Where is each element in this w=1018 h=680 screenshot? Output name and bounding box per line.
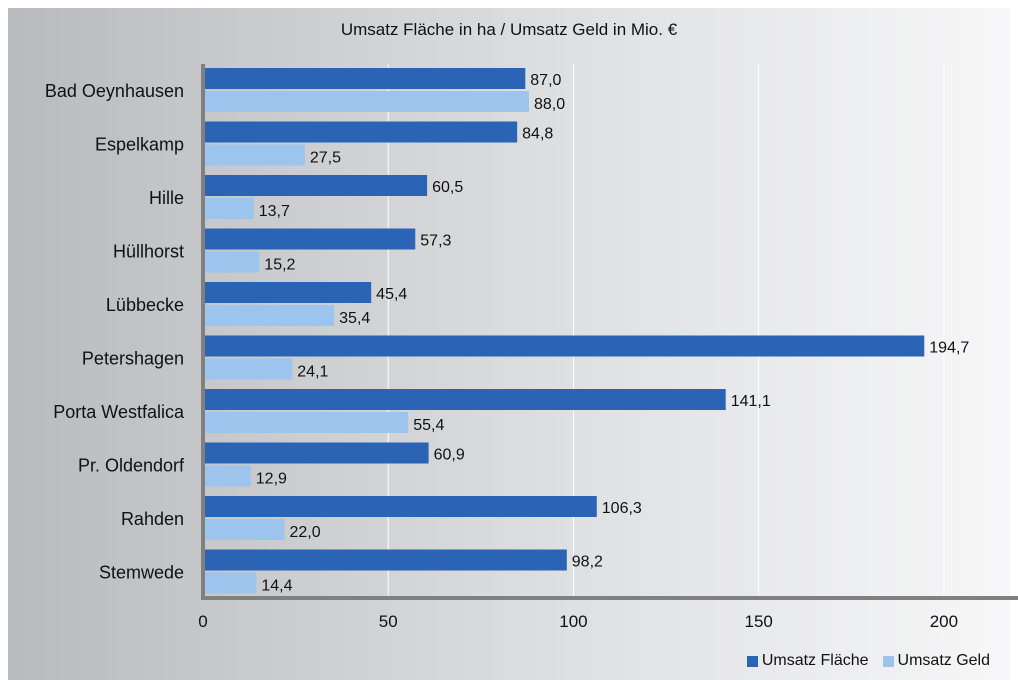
data-label-flaeche: 57,3 (420, 233, 451, 250)
legend-item-geld: Umsatz Geld (882, 652, 990, 670)
bar-umsatz-flaeche (203, 282, 372, 303)
data-label-geld: 12,9 (256, 471, 287, 488)
category-label: Bad Oeynhausen (45, 81, 184, 101)
category-label: Hille (149, 188, 184, 208)
x-tick-label: 0 (198, 612, 207, 631)
x-tick-label: 50 (379, 612, 398, 631)
data-label-geld: 24,1 (297, 364, 328, 381)
data-label-flaeche: 45,4 (376, 286, 407, 303)
axes (201, 64, 1018, 600)
data-label-geld: 22,0 (290, 524, 321, 541)
category-label: Porta Westfalica (53, 402, 185, 422)
data-label-geld: 27,5 (310, 150, 341, 167)
bar-umsatz-flaeche (203, 121, 518, 143)
legend-item-flaeche: Umsatz Fläche (746, 652, 869, 670)
data-labels: 87,0 88,0 84,8 27,5 60,5 13,7 57,3 15,2 45,4 35,4… (256, 72, 970, 595)
bar-umsatz-geld (203, 412, 409, 433)
category-label: Petershagen (82, 349, 184, 369)
data-label-flaeche: 60,9 (434, 447, 465, 464)
bar-umsatz-flaeche (203, 389, 726, 410)
legend-swatch-flaeche (746, 655, 758, 667)
category-label: Pr. Oldendorf (78, 456, 185, 476)
category-label: Rahden (121, 509, 184, 529)
category-labels: Bad Oeynhausen Espelkamp Hille Hüllhorst Lüb… (45, 81, 185, 583)
bar-umsatz-geld (203, 198, 254, 219)
category-label: Stemwede (99, 563, 184, 583)
chart-title: Umsatz Fläche in ha / Umsatz Geld in Mio… (340, 20, 678, 39)
data-label-flaeche: 60,5 (432, 179, 463, 196)
bar-umsatz-geld (203, 144, 305, 166)
category-label: Hüllhorst (113, 242, 184, 262)
data-label-geld: 14,4 (261, 578, 292, 595)
bar-umsatz-geld (203, 572, 257, 594)
bar-umsatz-geld (203, 519, 285, 540)
bar-umsatz-flaeche (203, 549, 567, 571)
tick-labels: 0 50 100 150 200 (198, 612, 958, 631)
x-tick-label: 100 (559, 612, 587, 631)
x-tick-label: 200 (930, 612, 958, 631)
data-label-flaeche: 98,2 (572, 554, 603, 571)
bar-umsatz-flaeche (203, 228, 416, 250)
bar-umsatz-flaeche (203, 175, 428, 196)
category-label: Espelkamp (95, 135, 184, 155)
bar-umsatz-flaeche (203, 496, 597, 517)
x-tick-label: 150 (744, 612, 772, 631)
data-label-flaeche: 84,8 (522, 126, 553, 143)
bar-umsatz-geld (203, 305, 335, 326)
bar-umsatz-flaeche (203, 68, 526, 89)
data-label-geld: 55,4 (413, 417, 444, 434)
bar-umsatz-flaeche (203, 442, 429, 464)
data-label-flaeche: 141,1 (731, 393, 771, 410)
data-label-flaeche: 106,3 (602, 500, 642, 517)
legend-swatch-geld (882, 655, 894, 667)
data-label-geld: 35,4 (339, 310, 370, 327)
category-label: Lübbecke (106, 295, 184, 315)
data-label-flaeche: 194,7 (929, 340, 969, 357)
bar-umsatz-geld (203, 91, 529, 112)
data-label-geld: 13,7 (259, 203, 290, 220)
legend: Umsatz Fläche Umsatz Geld (746, 652, 990, 670)
bars (203, 68, 925, 594)
legend-label-geld: Umsatz Geld (897, 652, 990, 669)
bar-umsatz-flaeche (203, 335, 925, 357)
bar-umsatz-geld (203, 465, 251, 487)
legend-label-flaeche: Umsatz Fläche (761, 652, 869, 669)
data-label-flaeche: 87,0 (530, 72, 561, 89)
data-label-geld: 88,0 (534, 96, 565, 113)
bar-umsatz-geld (203, 358, 293, 380)
bar-umsatz-geld (203, 251, 260, 273)
data-label-geld: 15,2 (264, 257, 295, 274)
